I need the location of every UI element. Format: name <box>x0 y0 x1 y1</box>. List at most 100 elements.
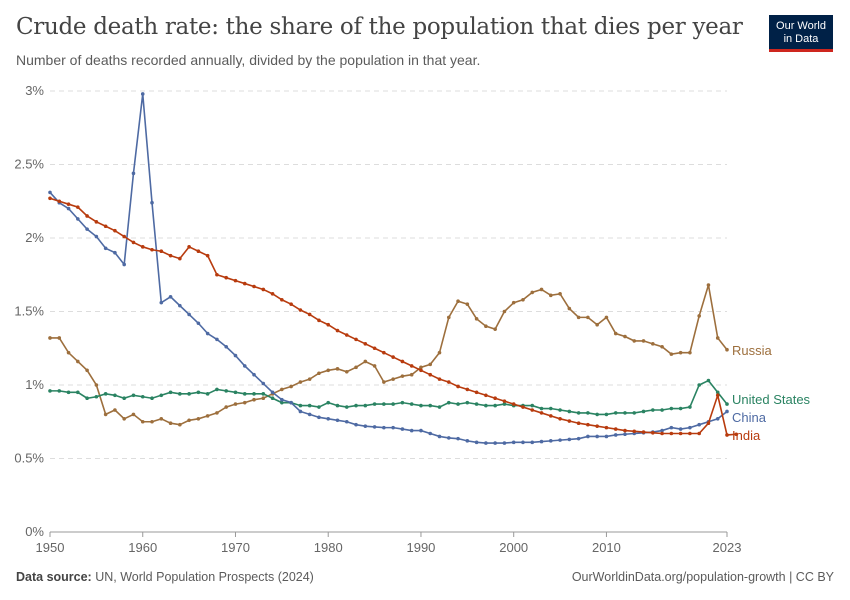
data-point <box>94 220 99 224</box>
owid-logo[interactable]: Our World in Data <box>769 15 833 52</box>
x-tick-label: 1990 <box>406 540 435 555</box>
x-tick-label: 1950 <box>36 540 65 555</box>
y-tick-label: 2% <box>25 230 44 245</box>
data-point <box>604 434 609 439</box>
data-point <box>372 364 377 368</box>
data-point <box>446 380 451 384</box>
data-point <box>409 428 414 433</box>
data-point <box>697 314 701 318</box>
series-line-china <box>49 93 728 444</box>
data-point <box>688 431 692 436</box>
data-point <box>641 430 646 434</box>
data-point <box>252 397 256 402</box>
data-point <box>372 346 377 351</box>
data-point <box>122 234 126 239</box>
data-point <box>224 389 229 393</box>
data-point <box>558 438 562 442</box>
data-point <box>465 439 470 443</box>
data-point <box>224 344 229 349</box>
data-point <box>140 245 145 249</box>
data-point <box>85 368 89 373</box>
data-point <box>688 425 692 430</box>
data-point <box>428 403 433 408</box>
data-point <box>66 350 71 355</box>
data-point <box>493 327 497 331</box>
data-point <box>66 202 71 206</box>
data-point <box>382 402 386 406</box>
data-point <box>354 403 358 408</box>
data-point <box>521 440 525 445</box>
data-point <box>94 383 99 387</box>
y-tick-label: 0% <box>25 524 44 539</box>
data-point <box>530 403 535 408</box>
data-point <box>548 293 553 298</box>
data-point <box>511 300 516 305</box>
data-point <box>465 302 470 306</box>
data-point <box>187 418 191 423</box>
data-point <box>103 246 108 251</box>
data-point <box>270 292 275 296</box>
data-point <box>530 408 535 412</box>
data-point <box>391 425 395 430</box>
data-point <box>317 371 321 376</box>
data-point <box>465 387 470 392</box>
data-point <box>493 441 497 445</box>
data-point <box>335 328 340 333</box>
data-point <box>521 297 525 302</box>
data-point <box>678 427 683 431</box>
data-point <box>307 403 312 408</box>
footer-link[interactable]: OurWorldinData.org/population-growth | C… <box>571 570 834 584</box>
data-point <box>493 403 497 408</box>
data-point <box>660 431 664 436</box>
data-point <box>76 205 80 209</box>
data-point <box>205 414 210 418</box>
data-point <box>706 421 711 426</box>
data-point <box>400 359 405 364</box>
y-tick-label: 3% <box>25 83 44 98</box>
data-point <box>196 390 201 395</box>
data-point <box>521 405 525 409</box>
data-point <box>168 390 173 395</box>
data-point <box>113 250 117 255</box>
data-point <box>586 315 590 320</box>
data-point <box>280 400 284 405</box>
data-point <box>595 424 599 428</box>
data-point <box>363 342 368 346</box>
data-point <box>400 400 405 405</box>
data-point <box>131 240 136 245</box>
data-point <box>363 424 368 428</box>
data-point <box>233 278 238 283</box>
data-point <box>205 253 210 258</box>
data-point <box>576 436 581 441</box>
data-point <box>567 437 572 442</box>
data-point <box>400 374 405 378</box>
data-point <box>446 315 451 320</box>
data-point <box>242 364 247 368</box>
data-point <box>576 421 581 426</box>
data-point <box>372 402 377 406</box>
data-point <box>382 380 386 384</box>
data-point <box>539 439 544 444</box>
data-point <box>298 403 303 408</box>
data-point <box>335 403 340 408</box>
data-point <box>196 249 201 254</box>
x-tick-label: 1970 <box>221 540 250 555</box>
data-point <box>215 272 219 277</box>
data-point <box>558 417 562 421</box>
data-point <box>94 234 99 239</box>
data-point <box>474 402 479 406</box>
data-point <box>623 428 627 433</box>
data-point <box>391 377 395 381</box>
data-point <box>697 383 701 387</box>
data-point <box>131 393 136 398</box>
x-tick-label: 2010 <box>592 540 621 555</box>
data-point <box>465 400 470 405</box>
data-point <box>76 359 80 364</box>
series-label: India <box>732 428 761 443</box>
data-point <box>697 422 701 427</box>
x-tick-label: 2023 <box>713 540 742 555</box>
x-tick-label: 2000 <box>499 540 528 555</box>
data-point <box>298 308 303 312</box>
data-point <box>484 403 488 408</box>
